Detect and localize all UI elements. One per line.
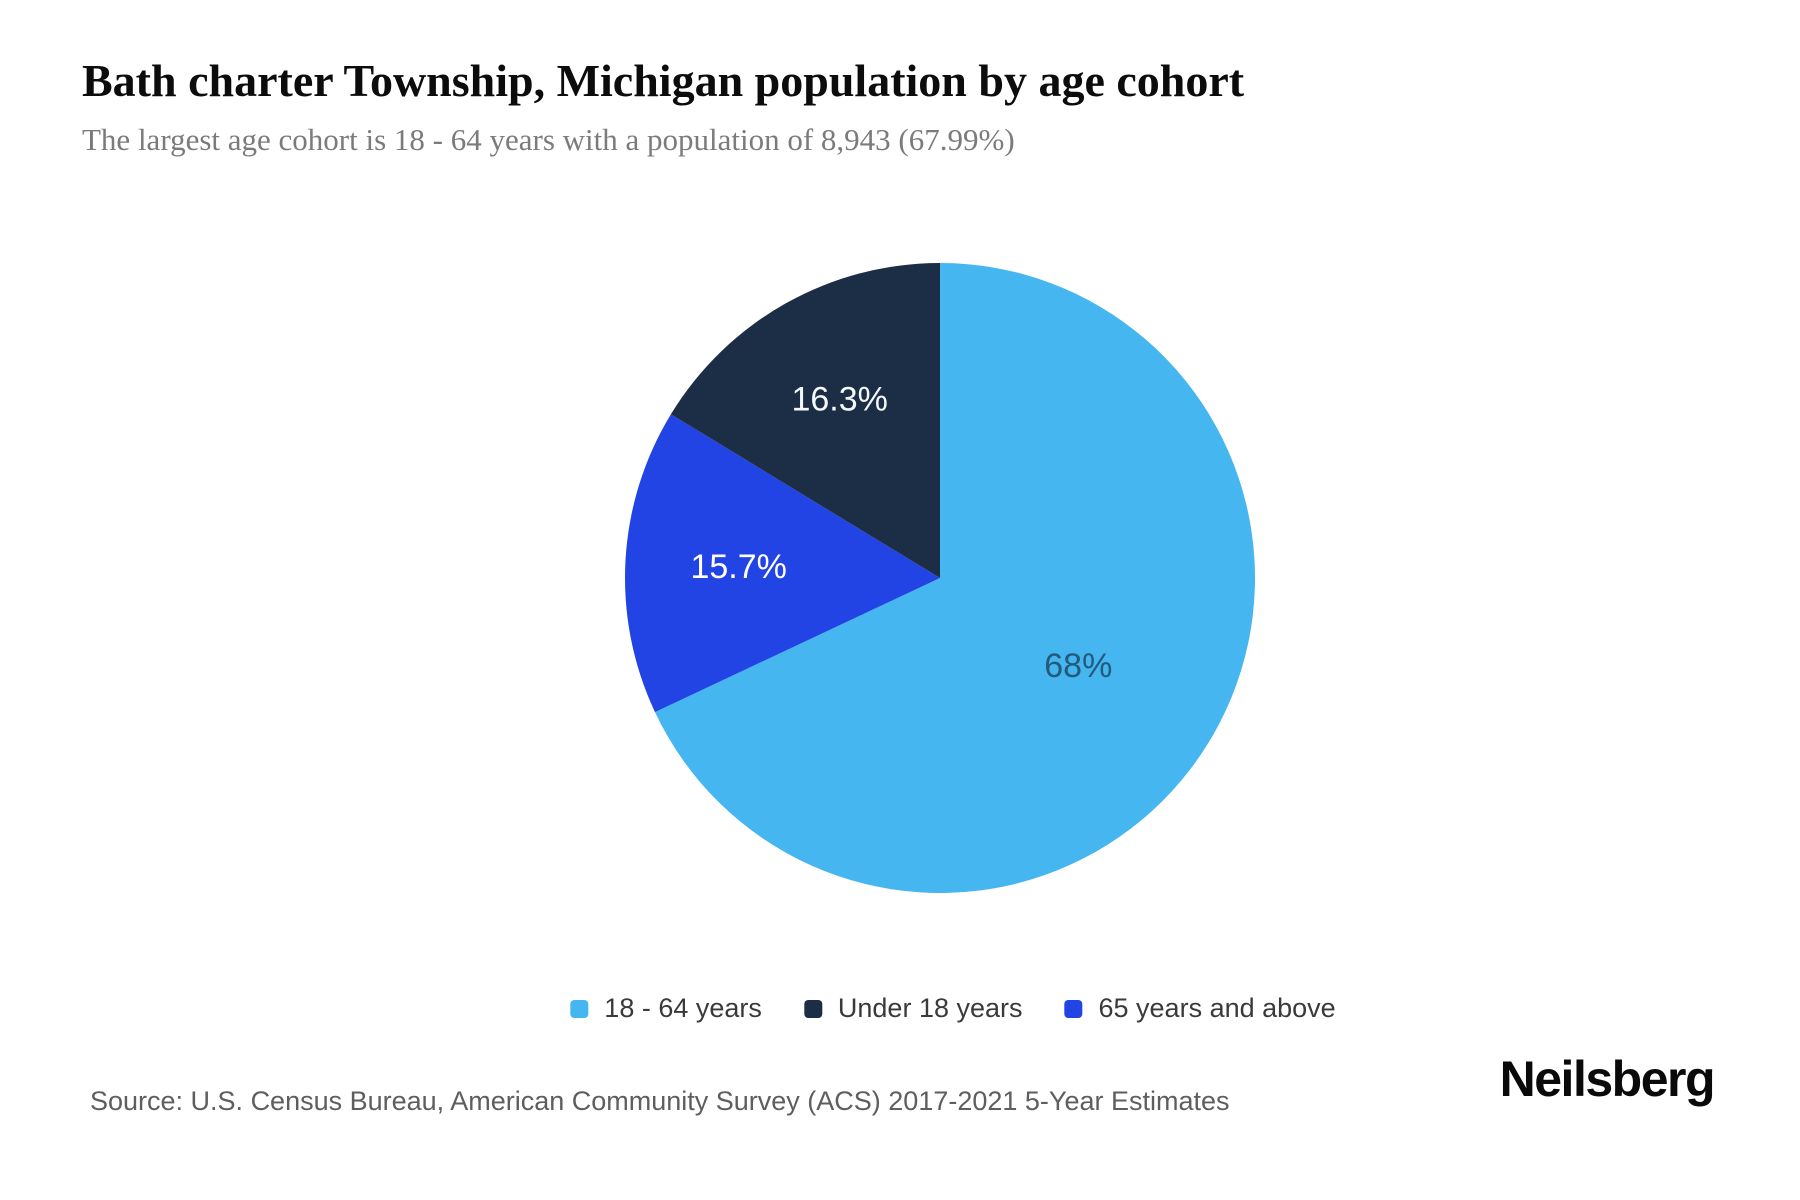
legend-label: 65 years and above <box>1098 993 1336 1023</box>
legend-item-65-years-and-above[interactable]: 65 years and above <box>1064 993 1336 1024</box>
legend-swatch <box>803 999 822 1018</box>
legend-label: Under 18 years <box>837 993 1023 1023</box>
source-note: Source: U.S. Census Bureau, American Com… <box>90 1086 1230 1116</box>
legend-item-18-64-years[interactable]: 18 - 64 years <box>570 993 762 1024</box>
chart-legend: 18 - 64 years Under 18 years 65 years and … <box>570 993 1336 1024</box>
pie-slice-label: 15.7% <box>690 548 786 586</box>
pie-slice-65-years-and-above[interactable] <box>625 414 940 713</box>
legend-label: 18 - 64 years <box>604 993 762 1023</box>
legend-swatch <box>570 999 589 1018</box>
page-subtitle: The largest age cohort is 18 - 64 years … <box>82 122 1015 157</box>
pie-chart[interactable]: 68% 15.7% 16.3% <box>625 263 1255 893</box>
pie-slice-under-18-years[interactable] <box>670 263 940 578</box>
page-title: Bath charter Township, Michigan populati… <box>82 55 1245 106</box>
brand-logo: Neilsberg <box>1499 1051 1716 1107</box>
legend-item-under-18-years[interactable]: Under 18 years <box>803 993 1023 1024</box>
pie-slice-label: 16.3% <box>791 381 887 419</box>
pie-slice-label: 68% <box>1044 647 1112 685</box>
legend-swatch <box>1064 999 1083 1018</box>
pie-slice-18-64-years[interactable] <box>654 263 1255 893</box>
